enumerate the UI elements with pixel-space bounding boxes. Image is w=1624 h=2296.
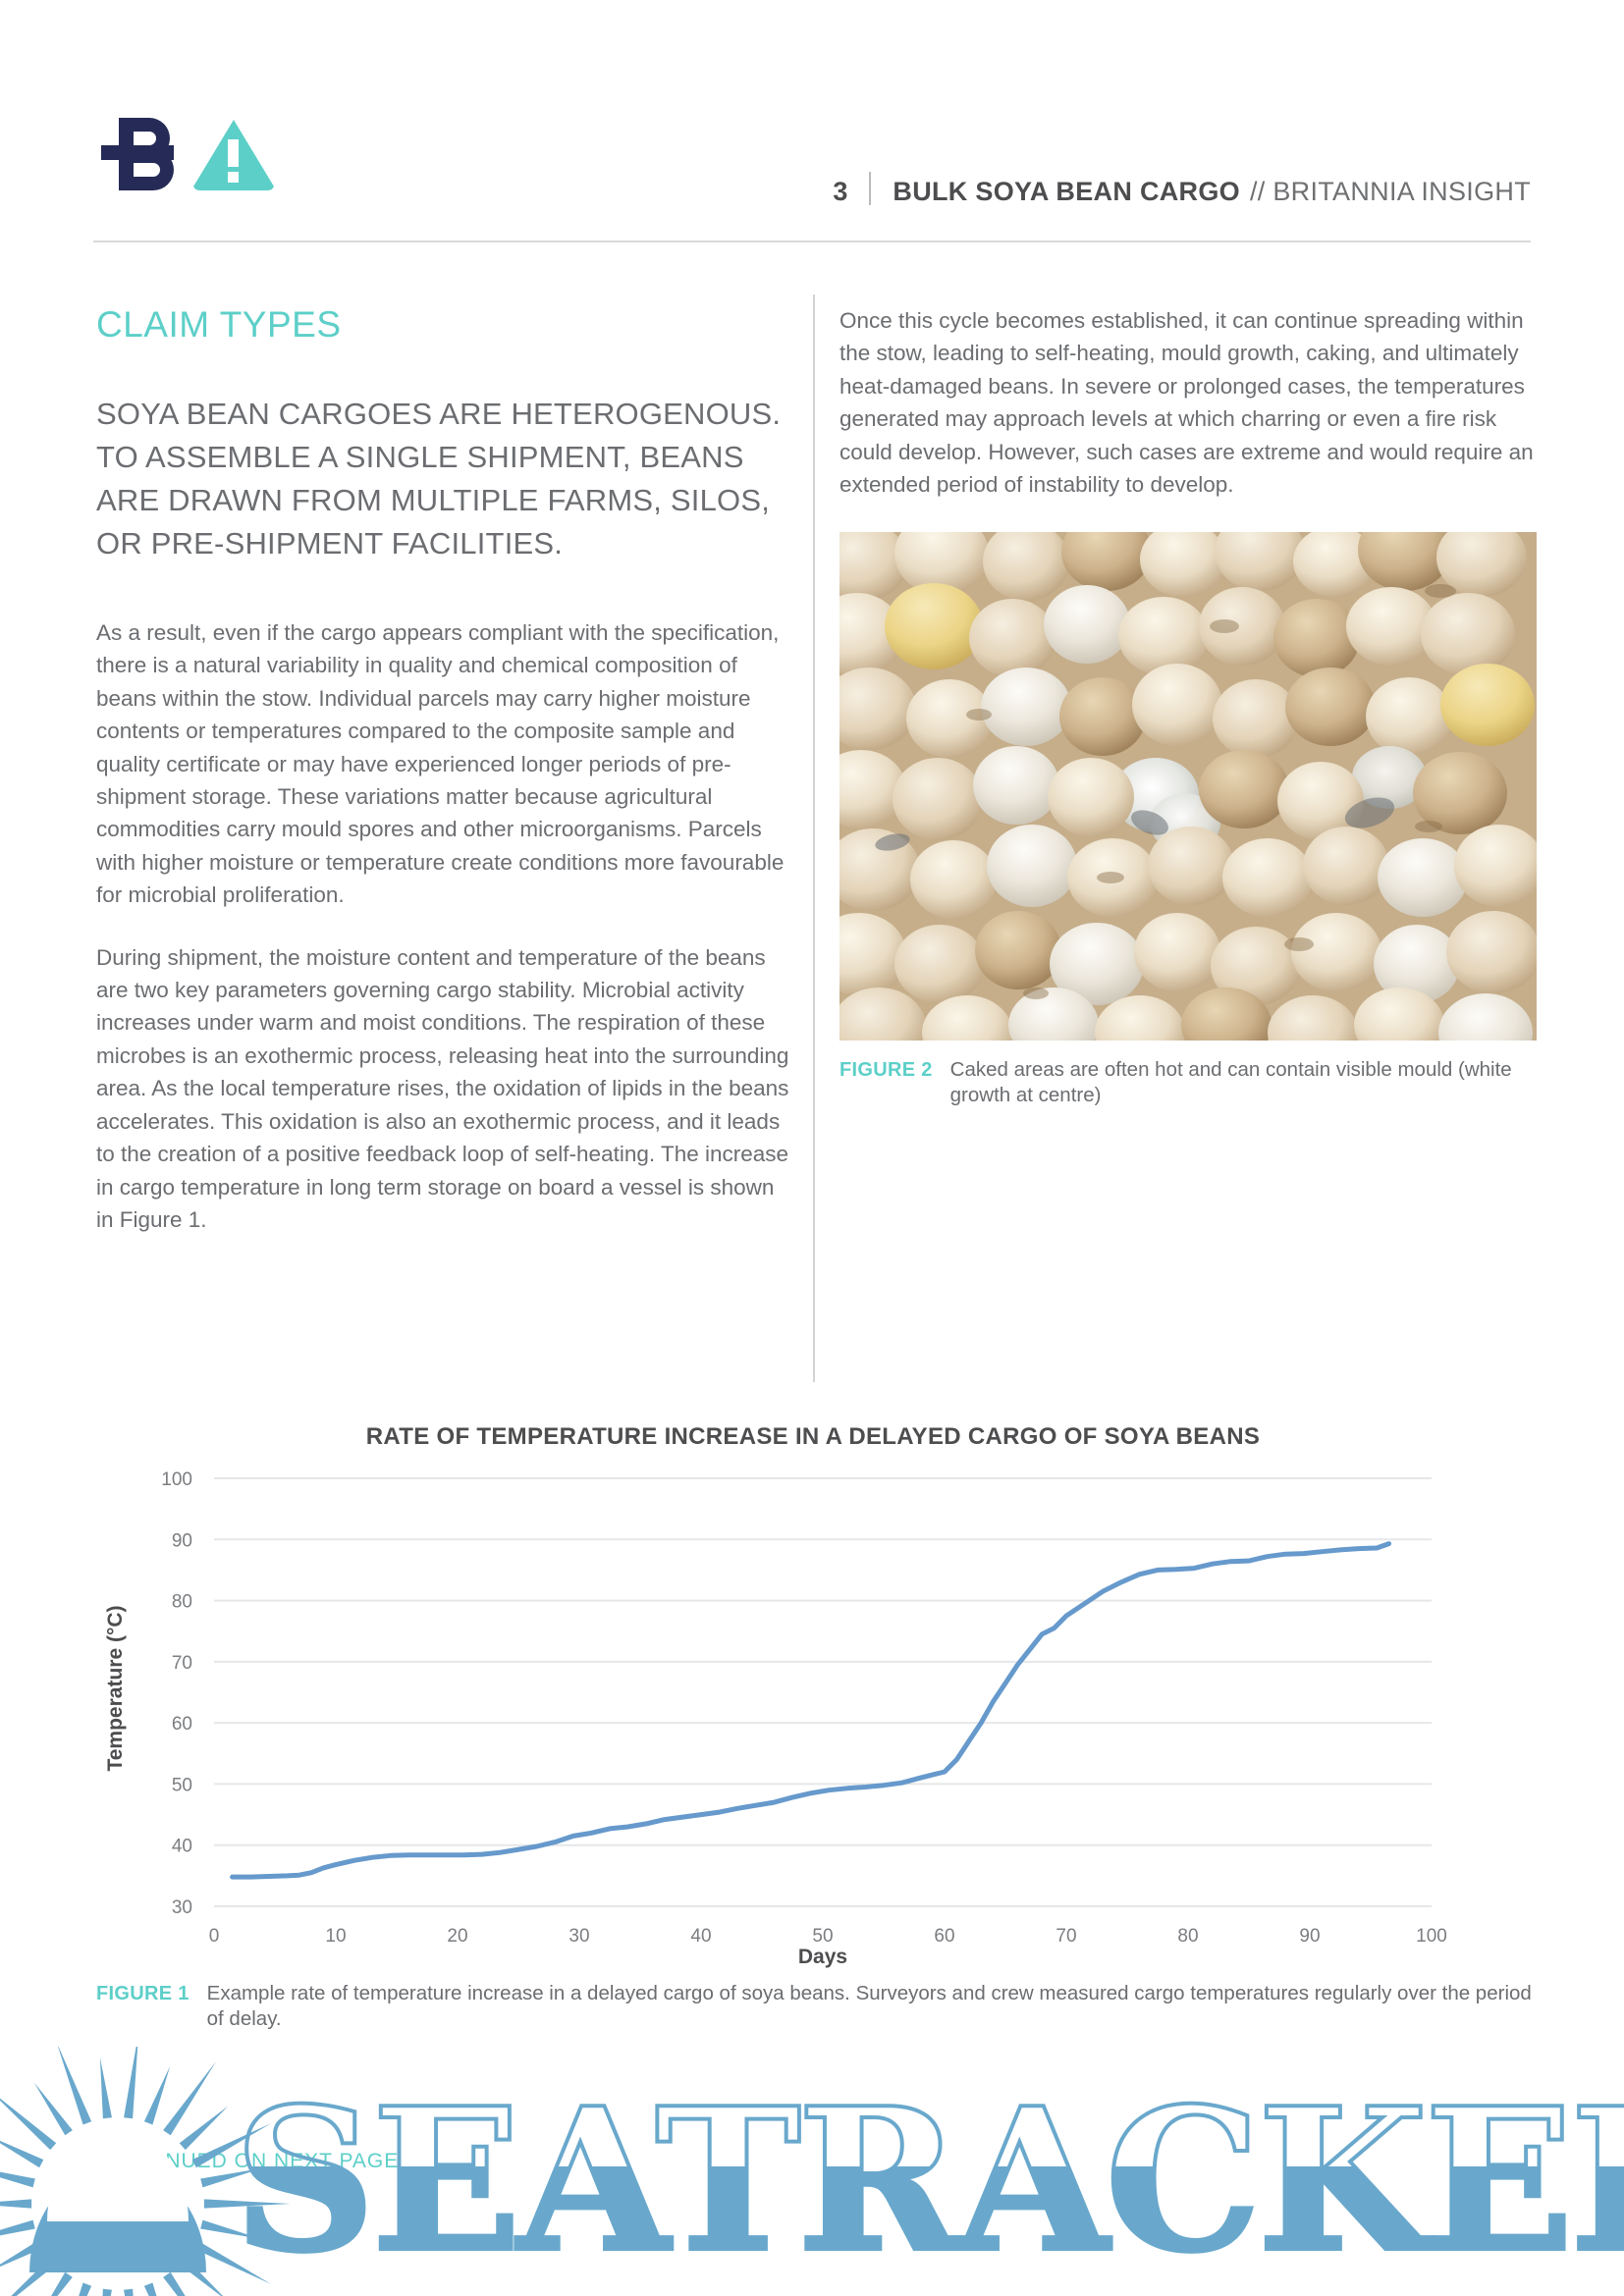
sunburst-ray [191, 2239, 271, 2284]
y-tick-label: 50 [172, 1775, 192, 1795]
x-tick-label: 40 [690, 1926, 711, 1947]
figure2-photo-soya-beans [839, 532, 1537, 1041]
header-title-bold: BULK SOYA BEAN CARGO [893, 177, 1240, 206]
chart-x-tick-labels: 0 10 20 30 40 50 60 70 80 90 100 [209, 1926, 1447, 1947]
sunburst-ray [0, 2140, 44, 2168]
svg-text:SEATRACKER.RU: SEATRACKER.RU [234, 2065, 1624, 2296]
sunburst-ray [102, 2288, 112, 2296]
sunburst-ray [51, 2271, 73, 2296]
figure2-label: FIGURE 2 [839, 1059, 933, 1082]
sunburst-ray [11, 2257, 57, 2296]
sunburst-ray [0, 2239, 44, 2268]
britannia-logo [93, 116, 280, 192]
section-heading-claim-types: CLAIM TYPES [96, 304, 342, 345]
header-rule [93, 240, 1531, 242]
x-tick-label: 10 [325, 1926, 346, 1947]
x-tick-label: 70 [1056, 1926, 1076, 1947]
sunburst-ray [0, 2199, 32, 2209]
svg-text:SEATRACKER.RU: SEATRACKER.RU [234, 2065, 1624, 2296]
sunburst-ray [179, 2106, 229, 2151]
left-column: CLAIM TYPES SOYA BEAN CARGOES ARE HETERO… [96, 304, 793, 1236]
x-tick-label: 90 [1299, 1926, 1320, 1947]
sunburst-ray [179, 2257, 223, 2296]
series-line [230, 1541, 1392, 1880]
lede-paragraph: SOYA BEAN CARGOES ARE HETEROGENOUS. TO A… [96, 397, 782, 561]
x-tick-label: 30 [568, 1926, 589, 1947]
header-divider [869, 172, 872, 205]
sunburst-ray [58, 2047, 92, 2125]
sunburst-ray [163, 2271, 186, 2296]
figure2-caption-text: Caked areas are often hot and can contai… [949, 1058, 1512, 1107]
sunburst-ray [143, 2065, 171, 2125]
warning-triangle-icon [191, 118, 276, 192]
sunburst-ray [124, 2288, 134, 2296]
header-title: 3 BULK SOYA BEAN CARGO // BRITANNIA INSI… [833, 167, 1531, 206]
y-tick-label: 60 [172, 1714, 192, 1735]
figure1-caption-text: Example rate of temperature increase in … [206, 1982, 1532, 2030]
y-tick-label: 30 [172, 1897, 192, 1918]
sunburst-ray [0, 2098, 57, 2151]
sunburst-ray [79, 2282, 92, 2296]
left-paragraph-2: During shipment, the moisture content an… [96, 944, 789, 1232]
chart-canvas: 30 40 50 60 70 80 90 100 0 10 20 30 40 50 60 70 80 90 100… [104, 1469, 1447, 1968]
page-header: 3 BULK SOYA BEAN CARGO // BRITANNIA INSI… [0, 0, 1624, 250]
sunburst-ray [163, 2061, 216, 2136]
sunburst-ray [33, 2082, 73, 2136]
x-tick-label: 100 [1416, 1926, 1447, 1947]
column-divider [813, 294, 815, 1382]
sunburst-ray [0, 2171, 35, 2188]
figure2-caption: FIGURE 2 Caked areas are often hot and c… [839, 1057, 1539, 1108]
chart-y-axis-title: Temperature (°C) [104, 1605, 127, 1771]
y-tick-label: 90 [172, 1530, 192, 1551]
y-tick-label: 40 [172, 1837, 192, 1857]
chart-y-tick-labels: 30 40 50 60 70 80 90 100 [161, 1469, 192, 1918]
logo-b-mark [93, 116, 188, 192]
figure1-chart: RATE OF TEMPERATURE INCREASE IN A DELAYE… [96, 1423, 1530, 2022]
chart-gridlines [214, 1477, 1432, 1907]
sunburst-ray [0, 2219, 35, 2236]
sunburst-ray [143, 2282, 157, 2296]
figure1-caption: FIGURE 1 Example rate of temperature inc… [96, 1981, 1540, 2032]
sunburst-ray [200, 2219, 261, 2239]
right-column: Once this cycle becomes established, it … [839, 304, 1539, 1108]
chart-series [230, 1541, 1392, 1880]
continued-on-next-page: CONTINUED ON NEXT PAGE [96, 2150, 400, 2172]
x-tick-label: 50 [812, 1926, 833, 1947]
right-paragraph-1: Once this cycle becomes established, it … [839, 308, 1534, 498]
left-paragraph-1: As a result, even if the cargo appears c… [96, 620, 785, 908]
y-tick-label: 70 [172, 1653, 192, 1674]
page-number: 3 [833, 177, 848, 206]
x-tick-label: 20 [447, 1926, 467, 1947]
x-tick-label: 80 [1177, 1926, 1198, 1947]
sunburst-ray [203, 2199, 291, 2209]
y-tick-label: 100 [161, 1469, 192, 1490]
sunburst-ray [99, 2057, 112, 2119]
sunburst-ray [124, 2047, 138, 2119]
chart-title: RATE OF TEMPERATURE INCREASE IN A DELAYE… [365, 1423, 1261, 1450]
x-tick-label: 0 [209, 1926, 220, 1947]
y-tick-label: 80 [172, 1592, 192, 1613]
figure1-label: FIGURE 1 [96, 1983, 189, 2004]
header-title-light: // BRITANNIA INSIGHT [1249, 177, 1531, 206]
chart-x-axis-title: Days [798, 1946, 847, 1968]
x-tick-label: 60 [934, 1926, 954, 1947]
